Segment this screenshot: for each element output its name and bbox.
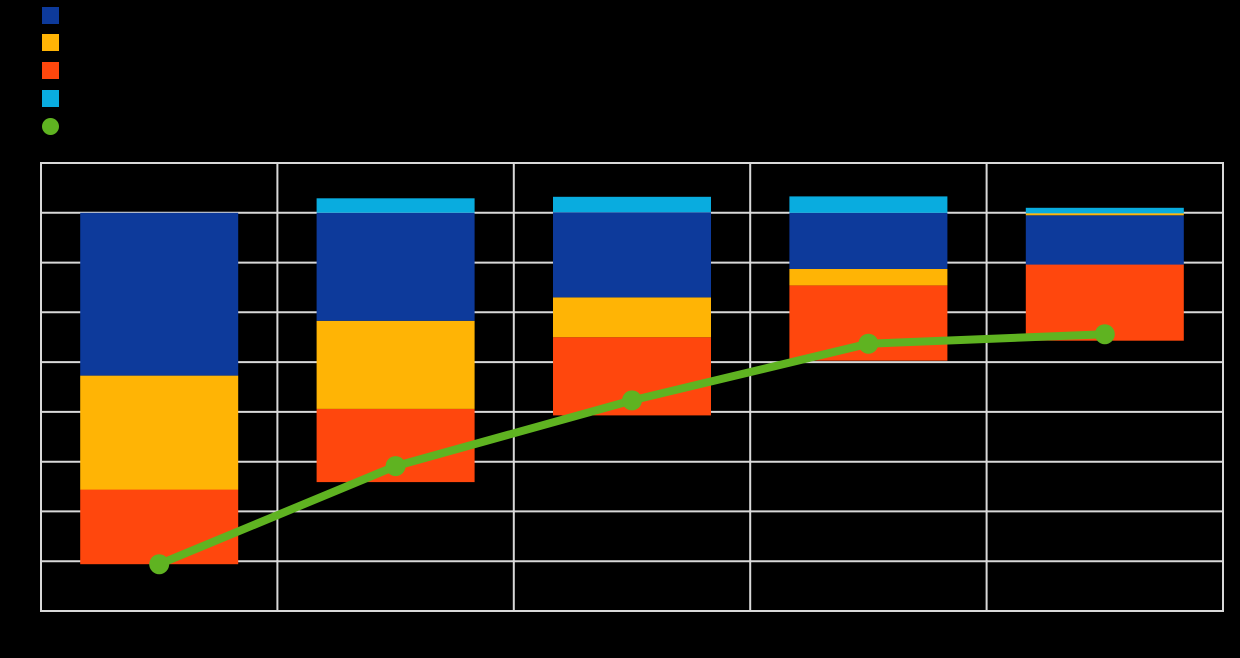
legend-item-cyan [42, 89, 67, 107]
trend-marker-0 [149, 554, 170, 575]
bar-0-segment-blue [80, 212, 239, 376]
legend-item-red [42, 62, 67, 80]
bar-1-segment-blue [316, 212, 475, 321]
trend-marker-3 [858, 333, 879, 354]
bar-2-segment-amber [553, 297, 711, 338]
legend-square-swatch-red-icon [42, 62, 59, 80]
bar-2-segment-blue [553, 212, 711, 298]
bar-4-segment-blue [1025, 215, 1184, 265]
legend-square-swatch-amber-icon [42, 34, 59, 52]
plot-border [40, 162, 1224, 612]
legend-item-green-line [42, 117, 67, 135]
bar-3-segment-amber [789, 269, 948, 286]
bar-4-segment-cyan [1025, 207, 1184, 214]
legend-circle-swatch-green-line-icon [42, 117, 59, 135]
bar-1-segment-amber [316, 320, 475, 409]
legend-square-swatch-blue-icon [42, 6, 59, 24]
bar-2-segment-cyan [553, 196, 711, 213]
legend-item-amber [42, 34, 67, 52]
trend-marker-2 [622, 390, 642, 411]
trend-marker-4 [1094, 324, 1115, 345]
legend-square-swatch-cyan-icon [42, 89, 59, 107]
bar-1-segment-cyan [316, 198, 475, 213]
bar-0-segment-amber [80, 375, 239, 490]
trend-marker-1 [385, 456, 406, 477]
bar-4-segment-amber [1025, 213, 1184, 216]
bar-3-segment-cyan [789, 196, 948, 213]
bar-3-segment-blue [789, 212, 948, 269]
legend-item-blue [42, 6, 67, 24]
bar-0-segment-red [80, 489, 239, 565]
